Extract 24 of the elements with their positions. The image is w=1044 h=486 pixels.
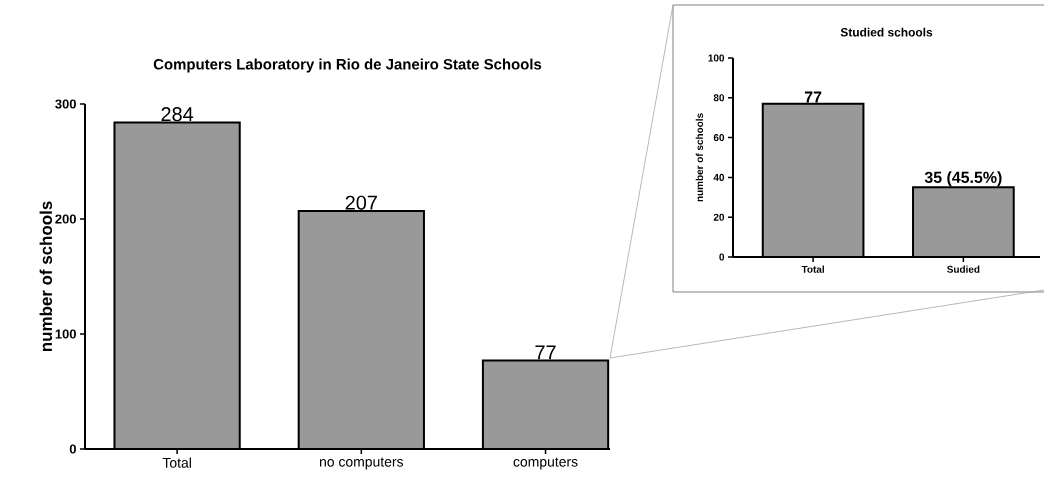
y-axis-title: number of schools: [39, 201, 53, 352]
data-label: 207: [345, 195, 377, 210]
x-tick-label: computers: [513, 457, 578, 470]
data-label: 77: [535, 345, 556, 360]
y-tick-label: 40: [713, 173, 725, 181]
y-tick-label: 100: [55, 329, 76, 339]
chart-title: Computers Laboratory in Rio de Janeiro State Schools: [153, 58, 542, 73]
y-tick-label: 0: [69, 444, 76, 454]
x-tick-label: no computers: [319, 457, 404, 470]
y-tick-label: 300: [55, 99, 76, 109]
y-axis-title: number of schools: [695, 113, 704, 202]
y-tick-label: 60: [713, 134, 725, 142]
x-tick-label: Total: [801, 265, 824, 273]
data-label: 77: [804, 91, 822, 103]
y-tick-label: 80: [713, 94, 725, 102]
y-tick-label: 100: [708, 54, 725, 62]
y-tick-label: 0: [719, 253, 725, 261]
y-tick-label: 200: [55, 214, 76, 224]
data-label: 35 (45.5%): [924, 171, 1002, 187]
x-tick-label: Total: [162, 457, 191, 468]
y-tick-label: 20: [713, 213, 725, 221]
chart-title: Studied schools: [840, 27, 933, 37]
x-tick-label: Sudied: [947, 265, 980, 273]
data-label: 284: [161, 107, 194, 122]
